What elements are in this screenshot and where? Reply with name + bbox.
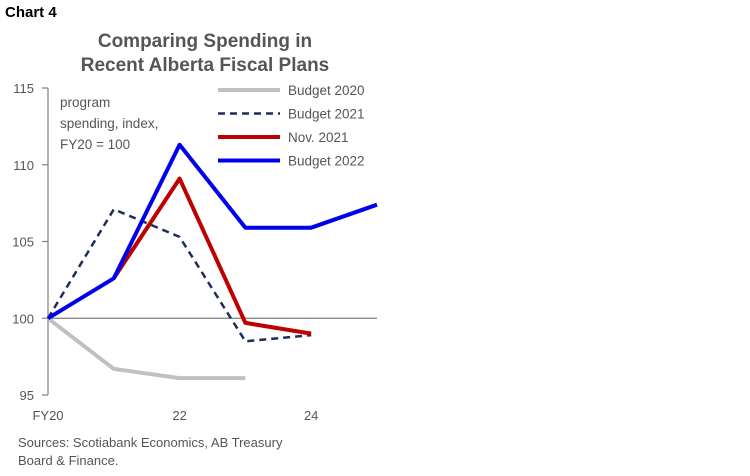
tick-labels: 95 100 105 110 115 FY20 22 24 [12, 81, 318, 423]
series-line-4 [46, 142, 378, 321]
legend: Budget 2020 Budget 2021 Nov. 2021 Budget 20… [218, 83, 365, 169]
y-tick-label: 100 [12, 311, 34, 326]
y-tick-label: 115 [13, 81, 34, 96]
chart-series [46, 142, 378, 381]
x-tick-label: 24 [304, 408, 318, 423]
chart-axes [42, 87, 377, 396]
x-tick-label: FY20 [32, 408, 63, 423]
source-line-1: Sources: Scotiabank Economics, AB Treasu… [18, 435, 283, 450]
legend-label-4: Budget 2022 [288, 154, 365, 169]
chart-title: Comparing Spending in Recent Alberta Fis… [40, 30, 370, 78]
legend-label-1: Budget 2020 [288, 83, 365, 98]
source-note: Sources: Scotiabank Economics, AB Treasu… [18, 434, 378, 470]
series-line-2 [46, 208, 312, 343]
series-line-3 [112, 176, 312, 336]
x-tick-label: 22 [172, 408, 186, 423]
legend-label-3: Nov. 2021 [288, 130, 349, 145]
chart-title-line-1: Comparing Spending in [97, 31, 313, 52]
y-tick-label: 95 [20, 388, 34, 403]
source-line-2: Board & Finance. [18, 453, 119, 468]
chart-title-line-2: Recent Alberta Fiscal Plans [80, 55, 330, 76]
ylabel-line-3: FY20 = 100 [60, 137, 130, 152]
y-tick-label: 105 [12, 235, 34, 250]
ylabel-line-2: spending, index, [60, 116, 158, 131]
y-tick-label: 110 [13, 158, 34, 173]
chart-label: Chart 4 [5, 4, 57, 21]
series-line-1 [46, 316, 246, 381]
legend-label-2: Budget 2021 [288, 107, 365, 122]
ylabel-line-1: program [60, 95, 110, 110]
